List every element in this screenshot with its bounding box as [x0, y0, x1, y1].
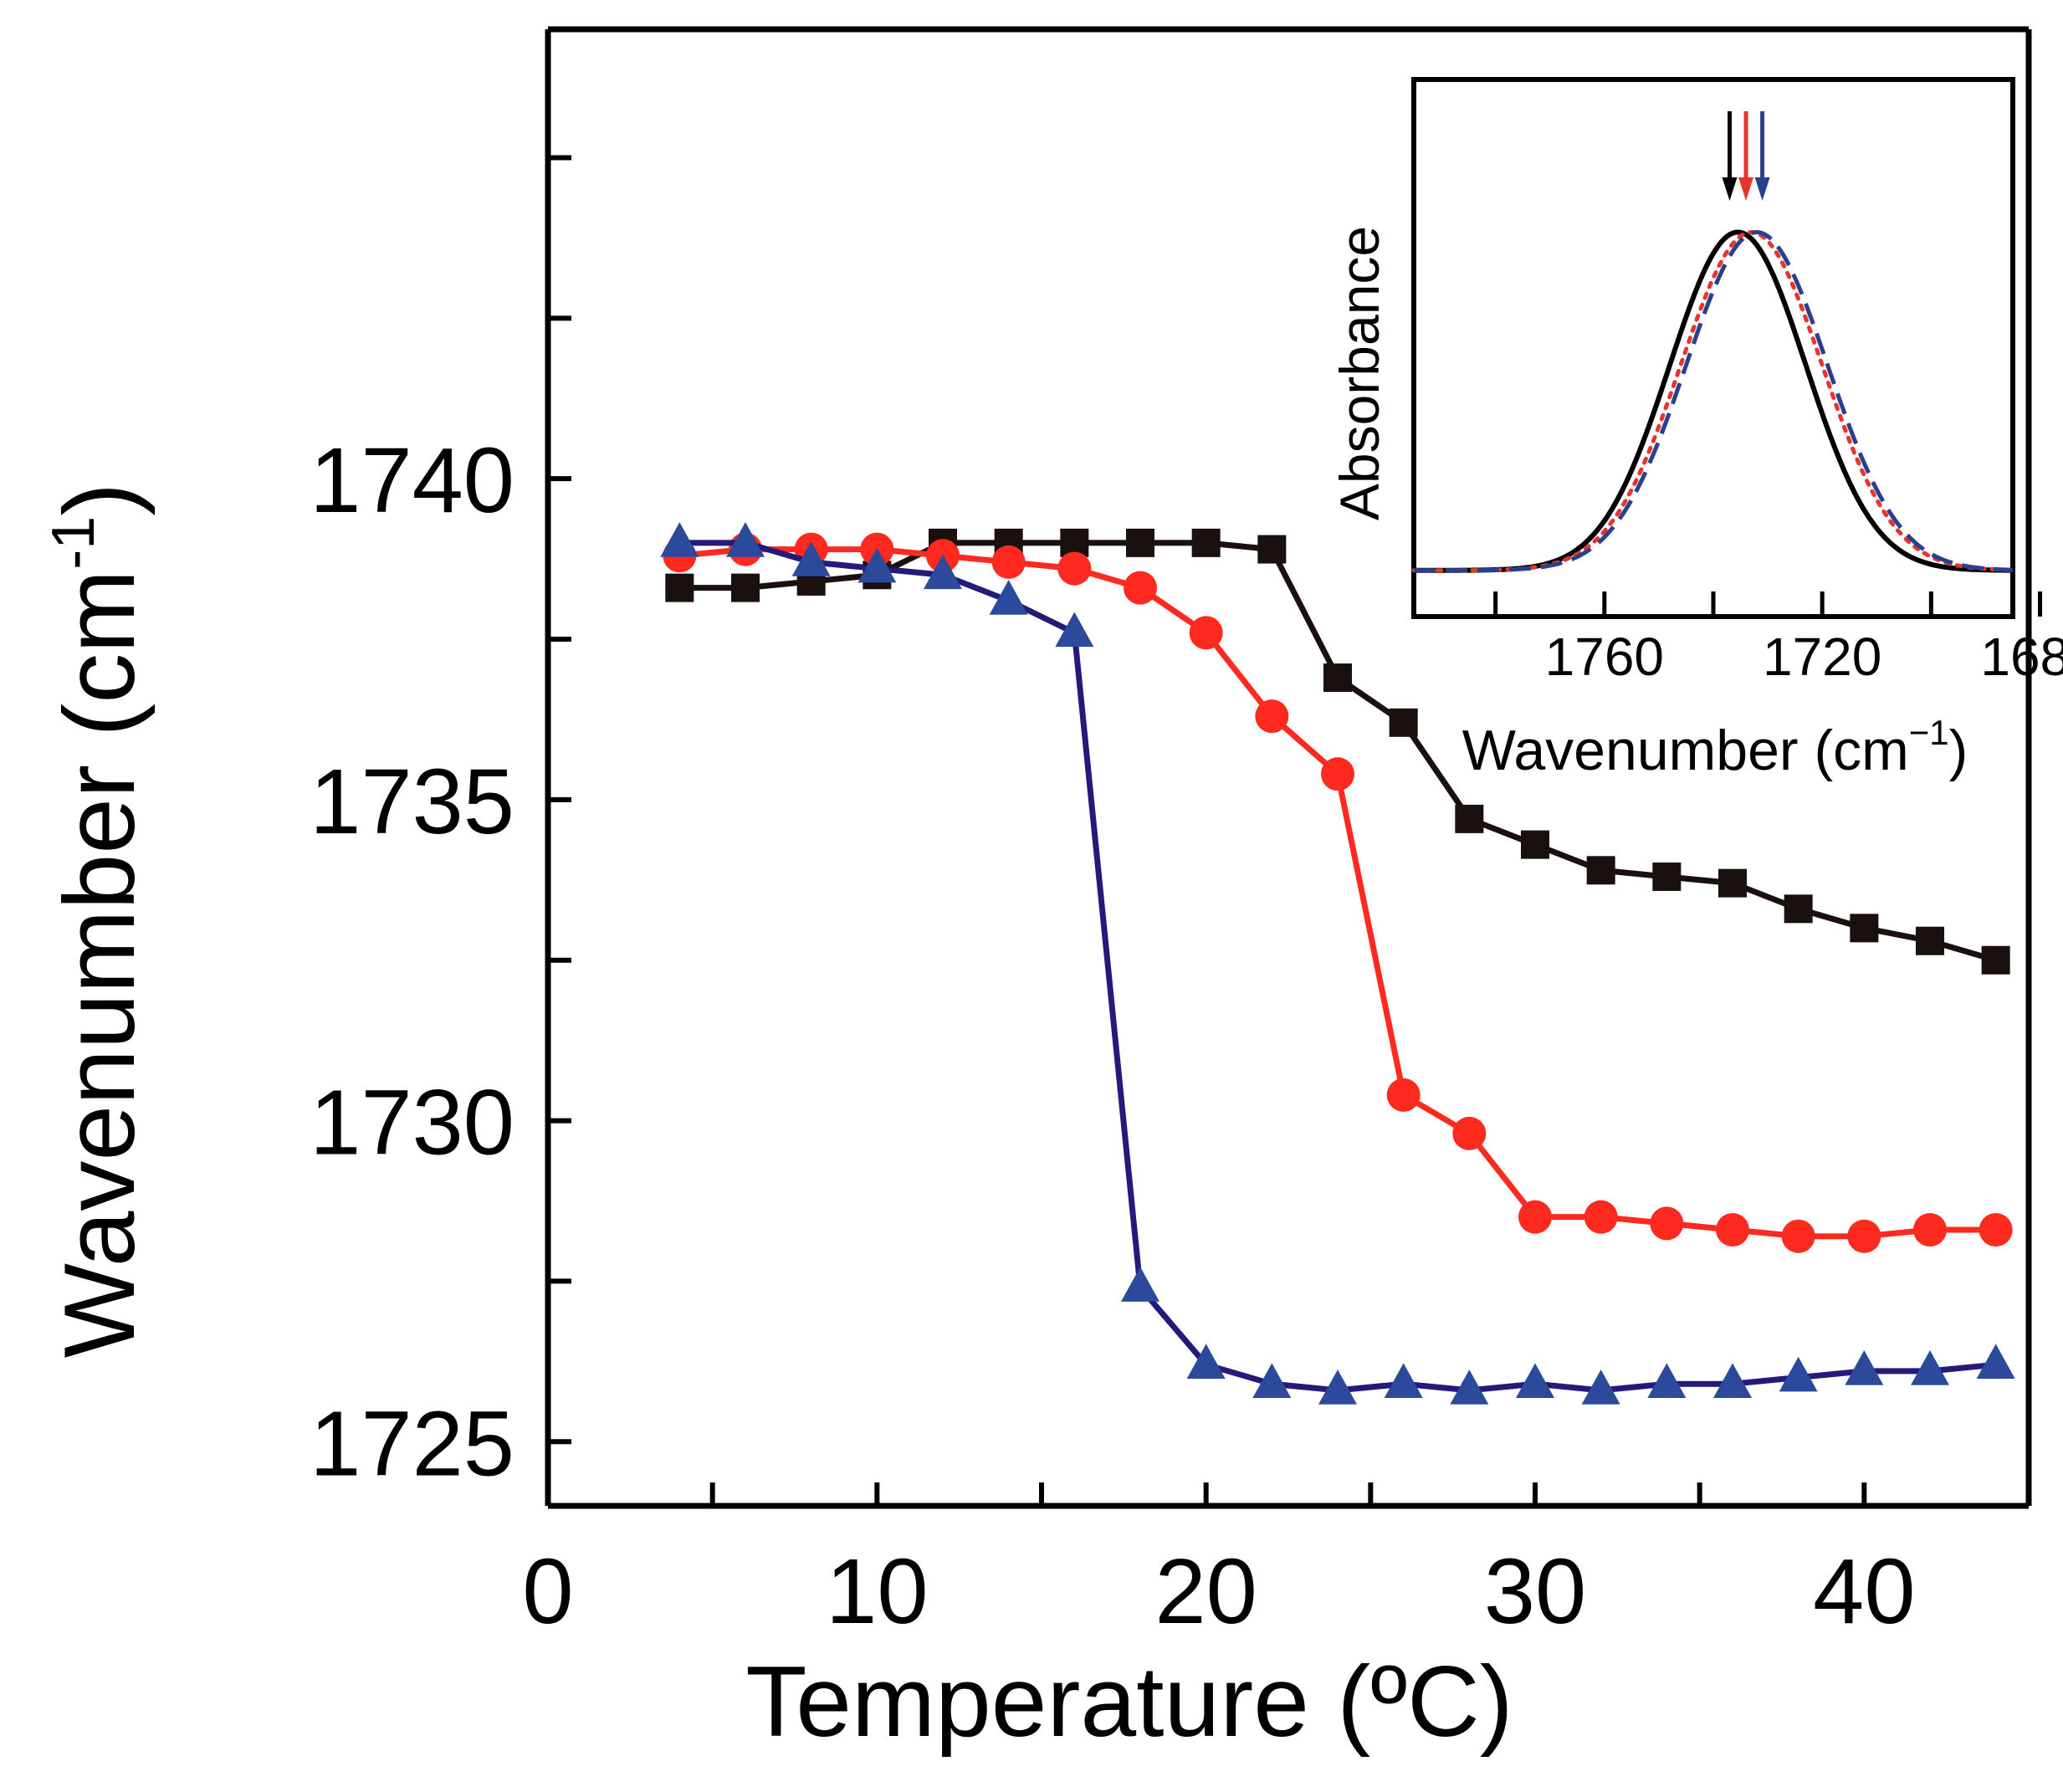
- data-point: [1713, 1363, 1752, 1398]
- data-point: [1845, 1350, 1884, 1385]
- data-point: [1189, 616, 1223, 650]
- data-point: [1323, 663, 1352, 693]
- inset-x-tick-label: 1720: [1763, 627, 1881, 687]
- data-point: [1455, 804, 1484, 833]
- data-point: [1450, 1370, 1489, 1405]
- y-tick-label: 1725: [310, 1392, 514, 1495]
- inset-y-axis-label: Absorbance: [1328, 226, 1390, 520]
- data-point: [1252, 1363, 1292, 1398]
- y-axis-label: Wavenumber (cm-1): [40, 483, 156, 1358]
- inset-x-axis-label-main: Wavenumber (cm: [1462, 719, 1909, 782]
- inset-spectrum-plot: 1760 1720 1680 Absorbance Wavenumber (cm−1…: [1328, 77, 2063, 782]
- inset-x-axis-label-superscript: −1: [1909, 713, 1949, 752]
- data-point: [1850, 914, 1879, 943]
- data-point: [924, 554, 962, 590]
- data-point: [1186, 1344, 1226, 1379]
- data-point: [1191, 528, 1221, 557]
- data-point: [1124, 571, 1157, 605]
- data-point: [1981, 945, 2010, 975]
- peak-arrow-head: [1738, 177, 1754, 201]
- x-tick-label: 20: [1154, 1540, 1257, 1643]
- data-point: [1979, 1213, 2013, 1247]
- inset-spectrum-dashed: [1414, 229, 2014, 573]
- data-point: [1916, 926, 1944, 955]
- data-point: [1716, 1213, 1749, 1247]
- data-point: [731, 573, 760, 602]
- peak-arrow-head: [1754, 177, 1770, 201]
- data-point: [1121, 1267, 1159, 1302]
- data-point: [1516, 1363, 1554, 1398]
- data-point: [660, 522, 699, 557]
- data-point: [1055, 612, 1094, 648]
- data-point: [1647, 1363, 1687, 1398]
- x-tick-label: 0: [522, 1540, 573, 1643]
- peak-arrow-head: [1722, 177, 1738, 201]
- inset-spectra: [1411, 229, 2015, 573]
- data-point: [1318, 1370, 1357, 1405]
- y-axis-label-close: ): [44, 483, 156, 516]
- inset-x-axis-label: Wavenumber (cm−1): [1462, 713, 1968, 782]
- data-point: [1586, 856, 1615, 885]
- data-point: [991, 545, 1026, 579]
- y-tick-label: 1740: [310, 429, 514, 532]
- y-tick-label: 1735: [310, 750, 514, 853]
- inset-frame: [1411, 77, 2015, 619]
- data-point: [1384, 1363, 1423, 1398]
- inset-x-axis-label-close: ): [1949, 719, 1968, 782]
- data-point: [1913, 1213, 1947, 1247]
- data-point: [1584, 1200, 1618, 1234]
- data-point: [1257, 535, 1287, 564]
- y-axis-label-superscript: -1: [40, 516, 107, 570]
- x-tick-label: 10: [826, 1540, 928, 1643]
- data-point: [989, 580, 1028, 615]
- inset-x-tick-label: 1680: [1980, 627, 2063, 687]
- data-point: [1386, 1078, 1421, 1112]
- data-point: [1847, 1219, 1881, 1253]
- data-point: [1255, 699, 1289, 734]
- x-tick-label: 40: [1813, 1540, 1915, 1643]
- data-point: [1321, 757, 1354, 791]
- data-point: [1652, 862, 1682, 891]
- y-tick-label: 1730: [310, 1072, 514, 1175]
- data-point: [1911, 1350, 1949, 1385]
- data-point: [1521, 830, 1549, 859]
- data-point: [1581, 1370, 1620, 1405]
- y-axis-label-main: Wavenumber (cm: [44, 570, 156, 1358]
- data-point: [1718, 868, 1747, 898]
- x-axis-label: Temperature (ºC): [745, 1646, 1513, 1758]
- data-point: [1126, 528, 1154, 557]
- x-tick-label: 30: [1484, 1540, 1586, 1643]
- data-point: [1781, 1219, 1815, 1253]
- data-point: [1784, 894, 1813, 924]
- series-triangle: [660, 522, 2015, 1405]
- data-point: [791, 541, 831, 576]
- inset-peak-arrows: [1722, 111, 1770, 201]
- data-point: [857, 547, 897, 583]
- main-axes: 0 10 20 30 40 1725 1730 1735 1740: [310, 26, 2032, 1643]
- inset-axes: 1760 1720 1680: [1493, 591, 2063, 687]
- data-point: [1518, 1200, 1552, 1234]
- data-point: [1976, 1344, 2015, 1379]
- data-point: [1452, 1116, 1487, 1150]
- data-point: [665, 573, 694, 602]
- data-point: [1779, 1356, 1818, 1392]
- data-point: [1650, 1206, 1684, 1241]
- data-point: [1389, 708, 1418, 737]
- data-point: [1057, 551, 1092, 586]
- data-point: [726, 522, 765, 557]
- main-plot-series: [660, 522, 2015, 1405]
- inset-x-tick-label: 1760: [1545, 627, 1664, 687]
